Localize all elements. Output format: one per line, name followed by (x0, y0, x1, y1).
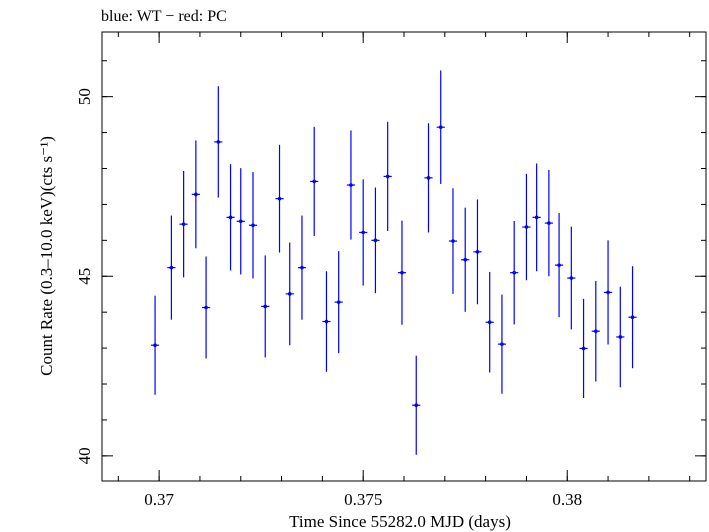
point-marker (500, 342, 504, 346)
data-point (226, 164, 235, 271)
data-point (179, 171, 188, 278)
plot-frame (101, 31, 707, 482)
point-marker (169, 265, 174, 270)
data-point (397, 220, 407, 325)
chart-title: blue: WT − red: PC (101, 8, 227, 25)
x-tick-label: 0.38 (552, 490, 582, 509)
point-marker (426, 176, 431, 180)
y-tick-label: 50 (75, 88, 94, 105)
data-point (371, 187, 380, 294)
point-marker (238, 219, 243, 224)
point-marker (385, 174, 390, 179)
data-points (150, 70, 637, 455)
data-point (579, 298, 588, 399)
data-point (214, 86, 223, 198)
point-marker (336, 300, 341, 304)
point-marker (630, 315, 635, 320)
x-axis-ticks: 0.37 0.375 0.38 (117, 32, 691, 509)
point-marker (569, 276, 574, 280)
data-point (591, 280, 600, 382)
point-marker (581, 346, 586, 351)
point-marker (194, 192, 198, 197)
data-point (285, 242, 294, 346)
data-point (436, 70, 445, 184)
point-marker (451, 239, 455, 243)
point-marker (204, 305, 208, 310)
point-marker (557, 263, 561, 267)
y-tick-label: 45 (75, 268, 94, 285)
data-point (473, 199, 482, 305)
point-marker (475, 250, 480, 254)
point-marker (277, 196, 282, 201)
data-point (448, 188, 458, 294)
point-marker (300, 265, 304, 270)
data-point (603, 240, 613, 345)
data-point (412, 355, 421, 455)
point-marker (487, 320, 492, 325)
data-point (236, 168, 245, 275)
y-tick-label: 40 (75, 447, 94, 464)
data-point (424, 123, 433, 233)
point-marker (216, 140, 221, 144)
point-marker (414, 403, 419, 408)
point-marker (349, 183, 353, 187)
y-axis-label: Count Rate (0.3–10.0 keV)(cts s⁻¹) (37, 136, 56, 376)
point-marker (251, 223, 255, 228)
point-marker (361, 230, 365, 235)
data-point (567, 226, 576, 330)
data-point (544, 169, 553, 277)
data-point (522, 173, 531, 281)
point-marker (534, 215, 539, 220)
data-point (150, 295, 160, 395)
point-marker (263, 304, 268, 309)
point-marker (463, 257, 468, 262)
data-point (167, 215, 176, 320)
data-point (297, 215, 307, 320)
data-point (346, 130, 356, 240)
point-marker (181, 222, 186, 226)
point-marker (287, 292, 292, 296)
point-marker (228, 215, 233, 220)
data-point (485, 271, 494, 373)
data-point (555, 213, 564, 318)
point-marker (524, 225, 529, 229)
data-point (322, 271, 331, 372)
point-marker (618, 335, 623, 339)
point-marker (373, 238, 378, 243)
x-axis-label: Time Since 55282.0 MJD (days) (289, 512, 511, 531)
point-marker (400, 270, 404, 275)
data-point (616, 286, 625, 388)
point-marker (512, 270, 516, 275)
point-marker (438, 125, 443, 129)
point-marker (312, 179, 317, 184)
data-point (510, 220, 519, 325)
x-tick-label: 0.37 (144, 490, 174, 509)
point-marker (324, 319, 329, 324)
data-point (201, 256, 211, 359)
point-marker (153, 343, 157, 348)
data-point (628, 266, 637, 369)
data-point (248, 172, 258, 279)
point-marker (606, 290, 610, 295)
data-point (461, 207, 470, 312)
point-marker (547, 221, 551, 225)
data-point (383, 121, 392, 231)
data-point (532, 163, 541, 272)
data-point (191, 140, 200, 249)
data-point (310, 126, 319, 237)
data-point (359, 179, 368, 286)
data-point (261, 255, 270, 358)
point-marker (594, 329, 598, 334)
x-tick-label: 0.375 (344, 490, 382, 509)
data-point (334, 251, 343, 354)
data-point (275, 144, 284, 253)
y-axis-ticks: 40 45 50 (75, 60, 706, 464)
data-point (497, 294, 507, 394)
